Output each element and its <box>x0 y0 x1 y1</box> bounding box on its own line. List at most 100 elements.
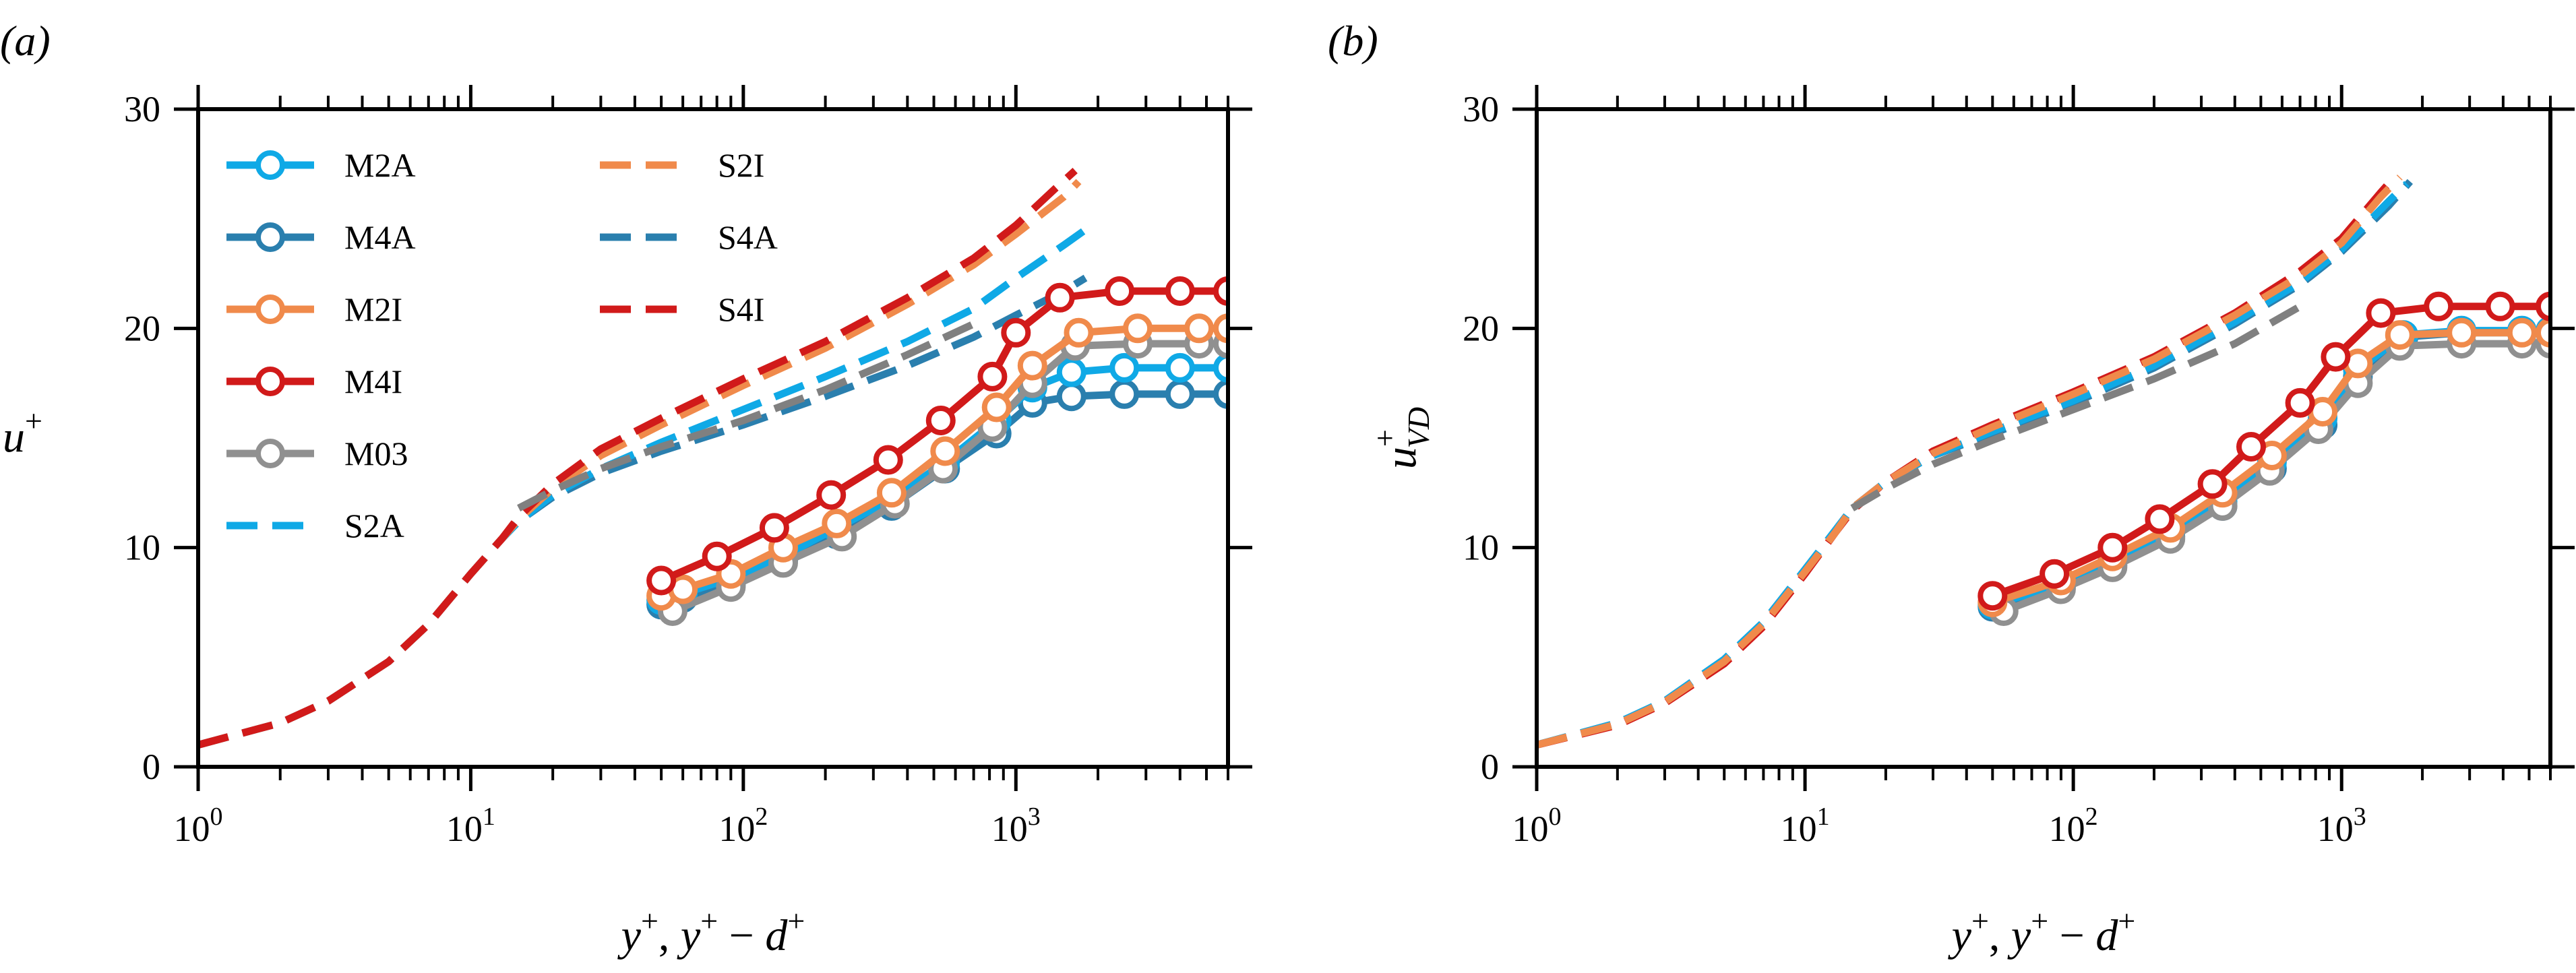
legend-label: S4I <box>718 290 764 328</box>
x-axis-label: y+, y+ − d+ <box>1948 904 2136 960</box>
series-m4i-marker <box>2285 387 2315 418</box>
series-m4i-marker <box>2097 532 2128 563</box>
legend-marker <box>255 439 285 468</box>
series-m4i-marker <box>2321 342 2351 372</box>
legend-label: M2A <box>344 146 416 184</box>
series-m2a-marker <box>1056 357 1086 387</box>
series-m4i-marker <box>2145 504 2175 534</box>
series-m2i-marker <box>930 436 960 466</box>
legend-entry: M03 <box>226 435 408 472</box>
series-m4i-marker <box>2424 291 2454 321</box>
x-axis-label: y+, y+ − d+ <box>617 904 805 960</box>
series-m4i-marker <box>977 361 1008 391</box>
legend-label: M03 <box>344 435 408 472</box>
y-tick-label: 0 <box>142 747 160 787</box>
plot-frame <box>1535 107 2552 769</box>
y-tick-label: 20 <box>124 308 160 348</box>
legend-entry: S4A <box>600 218 778 256</box>
legend-marker <box>255 150 285 180</box>
series-m4i-marker <box>2536 291 2550 321</box>
series-m4i-marker <box>2040 559 2070 589</box>
series-m4a-marker <box>1109 379 1140 409</box>
series-m4i-marker <box>1213 276 1228 306</box>
series-s4a-line <box>198 274 1088 749</box>
series-m4i-marker <box>2197 469 2228 499</box>
legend-label: M4I <box>344 363 402 400</box>
panel-b: (b) 100 101 102 103 0 10 20 30 y+, y+ − d+ u+VD <box>1328 17 2575 960</box>
panel-a: (a) 100 101 102 103 0 10 20 30 y+, y+ − d+ u+ M2A M4… <box>0 17 1252 960</box>
y-tick-label: 10 <box>124 528 160 568</box>
y-tick-label: 30 <box>124 89 160 129</box>
series-m4i-marker <box>873 445 903 475</box>
series-m2a-marker <box>1109 352 1140 383</box>
x-tick-label: 102 <box>718 803 768 849</box>
legend-entry: S4I <box>600 290 764 328</box>
y-axis-label: u+VD <box>1368 407 1436 469</box>
y-tick-label: 10 <box>1463 528 1499 568</box>
series-m2i-marker <box>1123 313 1153 344</box>
series-m4i-marker <box>925 406 956 435</box>
legend-entry: M2I <box>226 290 402 328</box>
series-m2a-marker <box>1213 352 1228 383</box>
series-m2i-marker <box>2385 320 2415 350</box>
series-m4i-marker <box>1001 317 1031 348</box>
legend-entry: M2A <box>226 146 416 184</box>
series-reference-line <box>1850 303 2302 511</box>
series-m2i-marker <box>2447 317 2477 348</box>
legend-label: S2I <box>718 146 764 184</box>
y-tick-label: 0 <box>1481 747 1499 787</box>
series-m2i-marker <box>2536 317 2550 348</box>
series-m4a-marker <box>1165 379 1195 409</box>
legend-label: S2A <box>344 507 404 544</box>
series-m4i-marker <box>1977 581 2008 611</box>
legend-label: M4A <box>344 218 416 256</box>
series-m2i-marker <box>876 478 907 508</box>
series-m2i-marker <box>822 508 852 538</box>
series-m2i-marker <box>1017 350 1047 381</box>
series-m4a-marker <box>1213 379 1228 409</box>
series-m4i-marker <box>2236 432 2266 462</box>
y-tick-label: 20 <box>1463 308 1499 348</box>
series-m4i-marker <box>2485 291 2515 321</box>
legend-marker <box>255 367 285 396</box>
legend-marker <box>255 294 285 324</box>
series-m4i-marker <box>759 513 789 543</box>
series-s2a-line <box>198 226 1088 749</box>
legend-entry: M4I <box>226 363 402 400</box>
series-m4i-marker <box>816 480 847 510</box>
series-m2i-marker <box>1064 317 1094 348</box>
x-tick-label: 102 <box>2049 803 2098 849</box>
legend-label: S4A <box>718 218 778 256</box>
legend: M2A M4A M2I M4I M03 S2A S2I S4A S4I <box>226 146 778 544</box>
legend-entry: M4A <box>226 218 416 256</box>
series-m2a-marker <box>1165 352 1195 383</box>
x-tick-label: 100 <box>1512 803 1562 849</box>
series-m4i-marker <box>646 565 677 596</box>
legend-entry: S2I <box>600 146 764 184</box>
x-tick-label: 101 <box>1781 803 1830 849</box>
series-m4i-marker <box>1165 276 1195 306</box>
x-tick-label: 103 <box>991 803 1041 849</box>
panel-label: (b) <box>1328 17 1378 65</box>
y-axis-label: u+ <box>3 404 42 462</box>
x-tick-label: 100 <box>174 803 223 849</box>
x-tick-label: 103 <box>2317 803 2366 849</box>
y-tick-label: 30 <box>1463 89 1499 129</box>
series-m2i-marker <box>2507 317 2537 348</box>
series-reference-line <box>517 320 975 511</box>
series-m4a-marker <box>1056 381 1086 412</box>
legend-label: M2I <box>344 290 402 328</box>
x-tick-label: 101 <box>446 803 495 849</box>
series-m4i-marker <box>702 541 732 571</box>
plot-frame <box>196 107 1230 769</box>
series-m2i-marker <box>981 392 1012 422</box>
series-s2i-line <box>1537 175 2403 749</box>
series-m4i-marker <box>2366 298 2396 328</box>
legend-entry: S2A <box>226 507 404 544</box>
series-m2i-marker <box>1213 313 1228 344</box>
series-s4i-line <box>198 168 1078 749</box>
series-m2i-marker <box>1184 313 1215 344</box>
plot-area <box>1537 172 2550 749</box>
panel-label: (a) <box>0 17 51 65</box>
